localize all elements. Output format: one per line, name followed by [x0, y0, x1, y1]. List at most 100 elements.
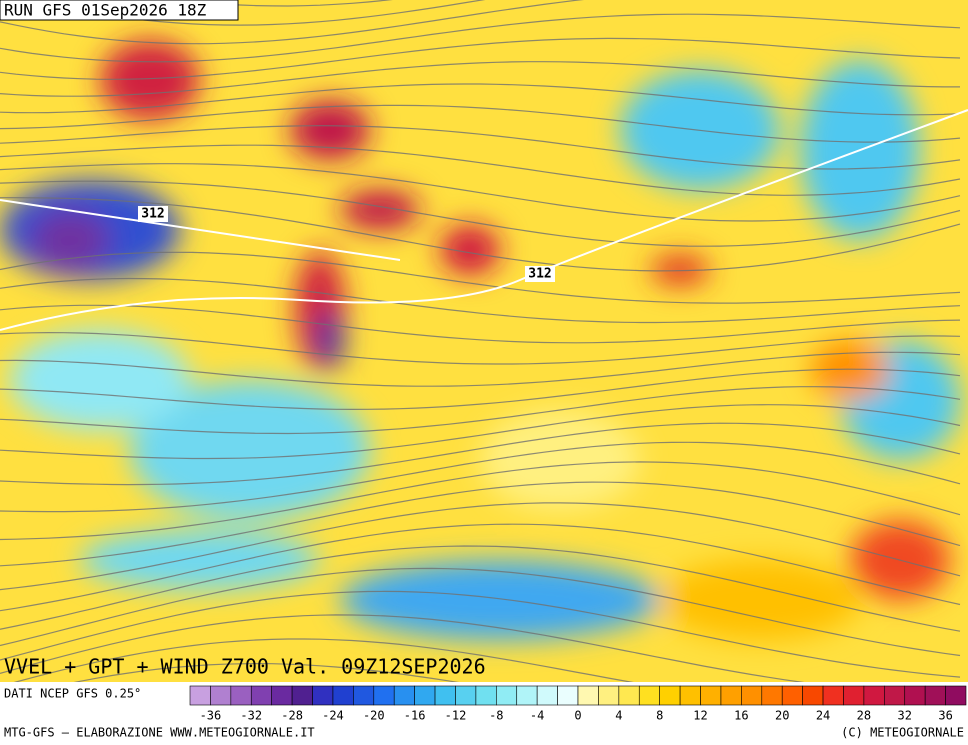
colorbar-swatch	[618, 685, 640, 706]
colorbar-swatch	[781, 685, 803, 706]
run-label: RUN GFS 01Sep2026 18Z	[4, 1, 207, 20]
colorbar-swatch	[679, 685, 701, 706]
streamline	[0, 481, 961, 567]
colorbar-swatch	[802, 685, 824, 706]
map: 312 312	[0, 0, 968, 682]
streamline	[0, 61, 960, 97]
streamline	[0, 180, 961, 247]
streamline	[0, 197, 961, 272]
colorbar-swatch	[700, 685, 722, 706]
streamline	[0, 351, 961, 387]
streamline	[0, 277, 961, 324]
run-box	[0, 0, 239, 21]
streamline	[0, 0, 585, 45]
colorbar-label: -20	[363, 709, 385, 723]
colorbar-swatch	[332, 685, 354, 706]
streamline	[0, 441, 961, 513]
colorbar-swatch	[924, 685, 946, 706]
colorbar-swatch	[210, 685, 232, 706]
streamline	[0, 567, 961, 657]
colorbar-swatch	[271, 685, 293, 706]
colorbar-label: -36	[200, 709, 222, 723]
colorbar-swatch	[475, 685, 497, 706]
streamline	[0, 104, 961, 143]
colorbar-swatch	[393, 685, 415, 706]
streamline	[0, 461, 961, 541]
colorbar-swatch	[720, 685, 742, 706]
colorbar-label: 16	[734, 709, 748, 723]
colorbar-swatch	[659, 685, 681, 706]
map-title: VVEL + GPT + WIND Z700 Val. 09Z12SEP2026	[4, 655, 486, 679]
colorbar-label: 24	[816, 709, 830, 723]
streamlines	[0, 0, 961, 682]
colorbar-swatch	[189, 685, 211, 706]
colorbar-swatch	[250, 685, 272, 706]
contour-label: 312	[141, 207, 164, 222]
colorbar-label: 36	[938, 709, 952, 723]
colorbar-swatch	[884, 685, 906, 706]
colorbar-swatch	[312, 685, 334, 706]
colorbar-label: 20	[775, 709, 789, 723]
colorbar-swatch	[863, 685, 885, 706]
colorbar-label: 12	[693, 709, 707, 723]
colorbar-label: -32	[240, 709, 262, 723]
colorbar-swatch	[638, 685, 660, 706]
streamline	[0, 125, 961, 170]
colorbar-label: -8	[489, 709, 503, 723]
colorbar-label: -16	[404, 709, 426, 723]
colorbar-swatch	[373, 685, 395, 706]
colorbar-swatch	[496, 685, 518, 706]
streamline	[0, 386, 961, 435]
streamline	[0, 523, 961, 612]
streamline	[13, 638, 634, 682]
colorbar-label: 28	[857, 709, 871, 723]
colorbar-swatch	[353, 685, 375, 706]
colorbar-swatch	[414, 685, 436, 706]
colorbar-swatch	[822, 685, 844, 706]
colorbar-label: 8	[656, 709, 663, 723]
footer-left: MTG-GFS – ELABORAZIONE WWW.METEOGIORNALE…	[4, 726, 315, 740]
contour-label: 312	[528, 267, 551, 282]
colorbar-swatch	[577, 685, 599, 706]
colorbar-swatch	[945, 685, 967, 706]
colorbar-swatch	[291, 685, 313, 706]
colorbar-label: -24	[322, 709, 344, 723]
contour-label-box	[138, 206, 168, 222]
streamline	[0, 304, 961, 344]
streamline	[25, 0, 486, 26]
streamline	[73, 662, 460, 682]
streamline	[0, 37, 961, 80]
streamline	[0, 13, 961, 63]
streamline	[0, 545, 961, 632]
streamline	[0, 83, 961, 116]
colorbar-swatch	[598, 685, 620, 706]
streamline	[0, 590, 961, 678]
field	[0, 40, 960, 640]
colorbar-label: -28	[281, 709, 303, 723]
colorbar-label: -4	[530, 709, 544, 723]
streamline	[0, 163, 961, 222]
colorbar-swatch	[904, 685, 926, 706]
streamline	[0, 368, 961, 411]
colorbar-swatch	[843, 685, 865, 706]
source-label: DATI NCEP GFS 0.25°	[4, 687, 141, 701]
colorbar-swatch	[741, 685, 763, 706]
streamline	[0, 422, 961, 486]
streamline	[0, 331, 961, 365]
streamline	[0, 404, 961, 460]
colorbar-label: -12	[445, 709, 467, 723]
colorbar-swatch	[455, 685, 477, 706]
colorbar-swatch	[536, 685, 558, 706]
colorbar-label: 32	[898, 709, 912, 723]
contour-label-box	[525, 266, 555, 282]
colorbar-swatch	[761, 685, 783, 706]
footer-right: (C) METEOGIORNALE	[841, 726, 964, 740]
streamline	[0, 502, 961, 591]
colorbar-label: 4	[615, 709, 622, 723]
contour-312	[0, 109, 968, 331]
colorbar-swatch	[557, 685, 579, 706]
colorbar-swatch	[230, 685, 252, 706]
colorbar-swatch	[516, 685, 538, 706]
colorbar-swatch	[434, 685, 456, 706]
